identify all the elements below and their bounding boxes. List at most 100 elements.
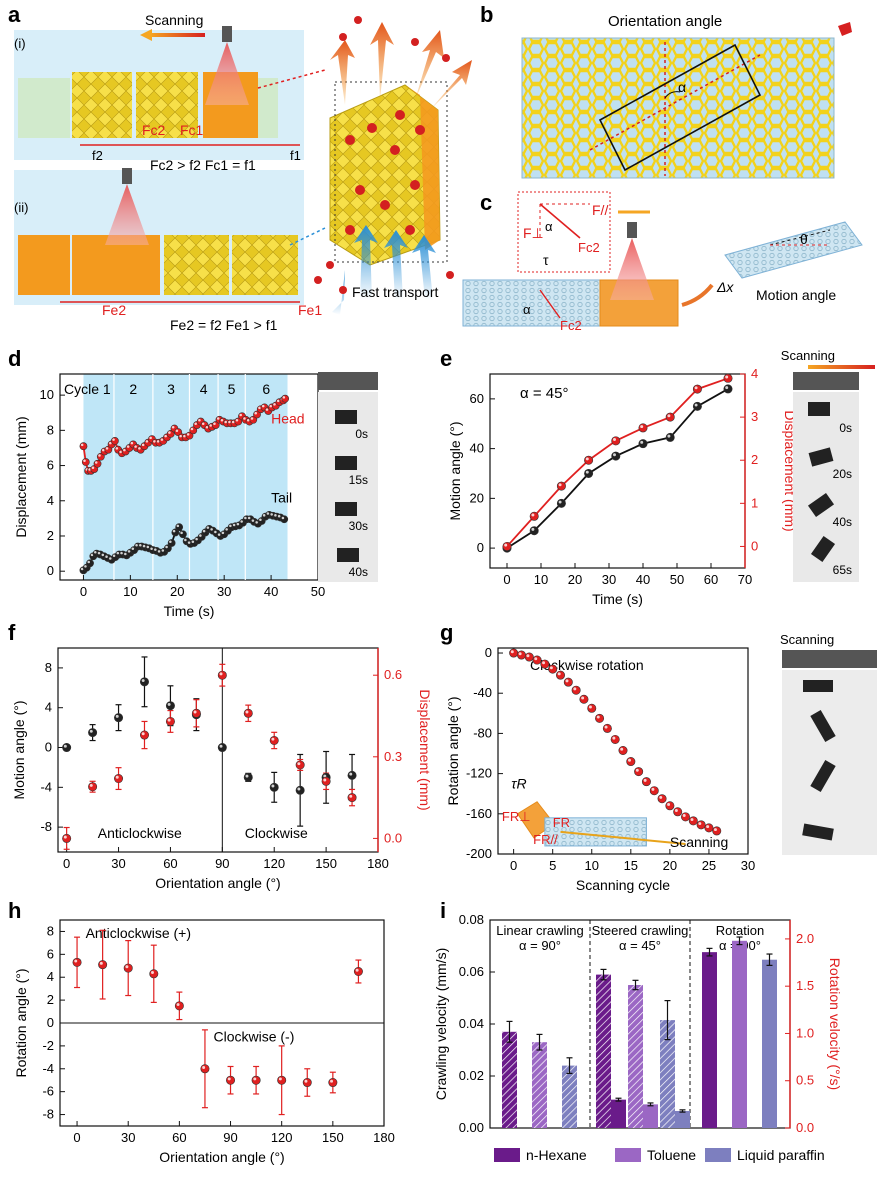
head-point-highlight xyxy=(115,447,119,450)
rotation-point-h xyxy=(174,1001,184,1011)
block-ii-3 xyxy=(164,235,229,295)
y2-tick-label: 3 xyxy=(751,409,758,424)
honeycomb-3d xyxy=(314,16,472,315)
x-tick-label: 10 xyxy=(123,584,137,599)
plot-frame xyxy=(497,647,749,855)
motion-point xyxy=(295,785,305,795)
tail-point-highlight xyxy=(274,514,277,517)
panel-b: b Orientation angle α xyxy=(480,2,852,179)
rotation-point-h xyxy=(72,957,82,967)
tail-point xyxy=(179,530,187,539)
block-ii-4 xyxy=(232,235,298,295)
head-point-highlight xyxy=(130,441,134,445)
head-point-highlight xyxy=(276,399,280,403)
x-tick-label: 90 xyxy=(215,856,229,871)
tail-point-highlight xyxy=(217,533,221,536)
photos-d: Scanning 0s 15s 30s 40s xyxy=(318,348,875,582)
chart-d: d 0 10 20 30 40 50 0 2 4 6 8 10 Time (s) Displacement … xyxy=(8,346,325,619)
head-point-highlight xyxy=(164,434,167,438)
y-tick-label: -8 xyxy=(42,1107,54,1122)
disp-point xyxy=(665,412,675,422)
rotation-point-highlight xyxy=(635,768,639,772)
rotation-point-h xyxy=(98,960,108,970)
tail-point-highlight xyxy=(225,528,228,531)
plot-frame xyxy=(489,373,746,569)
tail-point-highlight xyxy=(157,550,161,553)
head-point-highlight xyxy=(91,466,95,470)
rotation-point xyxy=(626,757,636,767)
x-tick-label: 90 xyxy=(223,1130,237,1145)
group-title: Linear crawling xyxy=(496,923,583,938)
motion-point-highlight xyxy=(271,784,275,788)
motion-point-highlight xyxy=(323,774,327,778)
eq-i: Fc2 > f2 Fc1 = f1 xyxy=(150,157,256,173)
moved-strip xyxy=(724,221,863,279)
y2-tick-label: 2 xyxy=(751,452,758,467)
cycle-label: Cycle 1 xyxy=(64,381,111,397)
disp-point xyxy=(217,670,227,680)
y2-tick-label: 1.0 xyxy=(796,1025,814,1040)
head-point-highlight xyxy=(102,448,105,452)
bar-linear-hatch xyxy=(502,1031,517,1128)
tail-point-highlight xyxy=(251,519,255,522)
x-tick-label: 30 xyxy=(217,584,231,599)
tail-point-highlight xyxy=(259,518,262,521)
tail-point-highlight xyxy=(120,551,123,555)
disp-point-highlight xyxy=(297,762,301,766)
f1-label: f1 xyxy=(290,148,301,163)
motion-point-highlight xyxy=(694,403,698,407)
motion-point-highlight xyxy=(667,434,671,438)
fc2-label-c: Fc2 xyxy=(578,240,600,255)
scanning-label-g: Scanning xyxy=(780,632,834,647)
head-point-highlight xyxy=(216,417,220,420)
disp-point xyxy=(321,776,331,786)
f-par-label: F// xyxy=(592,202,608,218)
region-clockwise-h: Clockwise (-) xyxy=(213,1028,294,1044)
alpha-label-b: α xyxy=(678,79,686,95)
x-tick-label: 0 xyxy=(510,858,517,873)
ruler-g xyxy=(782,650,877,668)
honeycomb-sheet xyxy=(521,37,835,179)
inset-tau: τR xyxy=(511,776,526,792)
laser-head-c xyxy=(627,222,637,238)
disp-point xyxy=(269,735,279,745)
photo-g-3 xyxy=(802,823,834,841)
rotation-point-highlight xyxy=(596,715,600,719)
block-i-1 xyxy=(18,78,70,138)
fc2-vector-2 xyxy=(539,289,561,319)
y-tick-label: 0 xyxy=(485,645,492,660)
x-tick-label: 120 xyxy=(263,856,285,871)
head-point-highlight xyxy=(183,434,186,438)
head-point-highlight xyxy=(213,422,216,426)
x-axis-label: Orientation angle (°) xyxy=(159,1149,284,1165)
head-point-highlight xyxy=(190,427,194,431)
y-tick-label: 40 xyxy=(470,441,484,456)
motion-point xyxy=(114,713,124,723)
rotation-point-highlight xyxy=(542,661,546,665)
y-tick-label: 0 xyxy=(47,563,54,578)
region-anticlockwise: Anticlockwise xyxy=(98,825,182,841)
bar-steered-hatch xyxy=(596,974,611,1128)
motion-point xyxy=(665,432,675,442)
y-tick-label: 6 xyxy=(47,458,54,473)
tau-label: τ xyxy=(543,252,549,268)
rotation-point-highlight xyxy=(682,814,686,817)
y-tick-label: 0.00 xyxy=(459,1120,484,1135)
motion-point xyxy=(611,451,621,461)
tail-point-highlight xyxy=(146,545,150,549)
x-tick-label: 60 xyxy=(704,572,718,587)
tail-point-highlight xyxy=(94,551,97,554)
rotation-point-h xyxy=(328,1078,338,1088)
f2-label: f2 xyxy=(92,148,103,163)
y-tick-label: -2 xyxy=(42,1038,54,1053)
cut-rectangle xyxy=(598,43,762,172)
x-tick-label: 180 xyxy=(367,856,389,871)
y-tick-label: 0 xyxy=(47,1015,54,1030)
head-point-highlight xyxy=(80,443,84,447)
rotation-point-h-highlight xyxy=(355,968,359,972)
tail-point xyxy=(175,523,184,532)
fc2-label-c2: Fc2 xyxy=(560,318,582,333)
tail-point xyxy=(167,539,176,547)
x-tick-label: 40 xyxy=(636,572,650,587)
motion-point xyxy=(62,743,72,753)
